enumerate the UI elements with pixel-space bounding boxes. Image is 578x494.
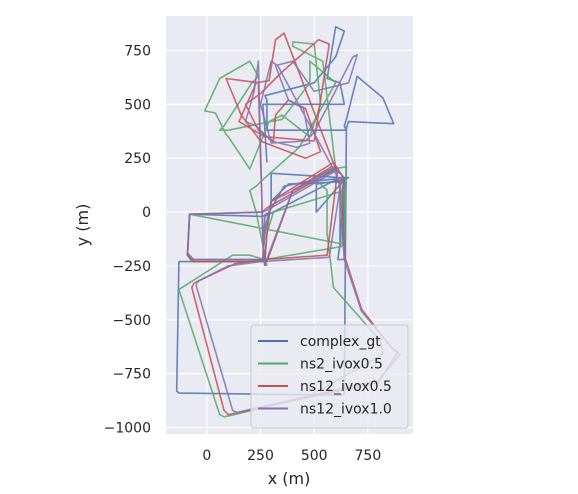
legend-box — [250, 324, 409, 429]
legend: complex_gt ns2_ivox0.5 ns12_ivox0.5 ns12_iv… — [250, 324, 409, 429]
y-tick-label: 250 — [124, 151, 151, 167]
y-tick-label: 0 — [142, 205, 151, 221]
y-tick-labels: −1000 −750 −500 −250 0 250 500 750 — [104, 43, 151, 436]
legend-label: ns12_ivox1.0 — [300, 402, 392, 418]
legend-label: complex_gt — [300, 334, 381, 350]
x-tick-label: 0 — [202, 448, 211, 464]
y-tick-label: 750 — [124, 43, 151, 59]
x-tick-label: 250 — [247, 448, 274, 464]
x-axis-label: x (m) — [268, 469, 311, 488]
x-tick-label: 750 — [355, 448, 382, 464]
x-tick-labels: 0 250 500 750 — [202, 448, 381, 464]
y-tick-label: −750 — [113, 367, 151, 383]
legend-label: ns2_ivox0.5 — [300, 357, 383, 373]
x-tick-label: 500 — [301, 448, 328, 464]
y-tick-label: −250 — [113, 259, 151, 275]
series-line-ns12-ivox1-0 — [186, 53, 401, 414]
series-lines — [175, 25, 401, 418]
legend-label: ns12_ivox0.5 — [300, 379, 392, 395]
y-tick-label: 500 — [124, 97, 151, 113]
y-axis-label: y (m) — [73, 204, 92, 247]
y-tick-label: −1000 — [104, 421, 151, 437]
y-tick-label: −500 — [113, 313, 151, 329]
